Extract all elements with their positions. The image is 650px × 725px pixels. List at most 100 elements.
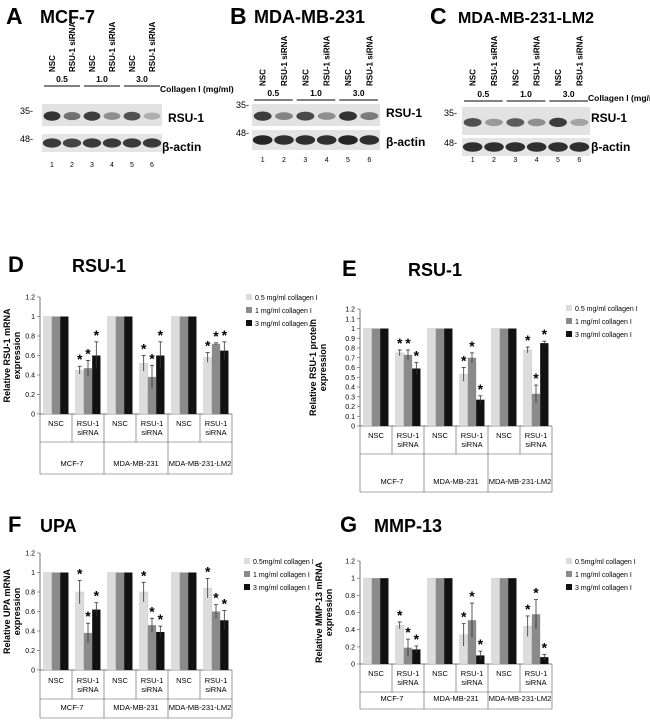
panel-e-title: RSU-1 [408,260,462,280]
panel-a-mw-bottom: 48- [20,134,33,144]
significance-star: * [222,327,228,343]
concentration-label: 1.0 [310,88,322,98]
group-label: MDA-MB-231 [113,459,158,468]
chart-f: 0 0.2 0.4 0.6 0.8 1 1.2 Relative UPA mRNA expres… [2,551,314,719]
bar [531,614,541,664]
legend-label: 1 mg/ml collagen I [255,308,312,315]
significance-star: * [149,603,155,619]
y-tick-label: 0.9 [345,336,355,343]
lane-number: 4 [535,157,539,164]
y-tick-label: 1.2 [345,559,355,566]
panel-b-mw-bottom: 48- [236,128,249,138]
panel-c: C MDA-MB-231-LM2 35- 48- RSU-1 β-actin [430,3,630,154]
rsu1-band [317,112,336,120]
bar [499,328,509,426]
lane-number: 3 [303,157,307,164]
bar [156,355,165,414]
bar [139,591,149,671]
concentration-label: 1.0 [96,74,108,84]
category-label: siRNA [141,685,162,694]
significance-star: * [461,609,467,625]
category-label: RSU-1 [397,669,420,678]
significance-star: * [222,596,228,612]
lane-header: NSC [301,69,310,86]
lane-header: NSC [48,55,57,72]
legend-label: 0.5 mg/ml collagen I [575,306,638,313]
bar [467,620,477,664]
chart-g: 0 0.2 0.4 0.6 0.8 1 1.2 Relative MMP-13 mRNA exp… [314,558,636,710]
bar [363,328,373,427]
category-label: RSU-1 [205,676,228,685]
bar [395,625,405,665]
rsu1-blot [42,104,162,126]
bar [171,572,181,671]
bar [51,572,61,670]
panel-a-letter: A [6,3,23,29]
bar [188,316,197,414]
significance-star: * [414,631,420,647]
rsu1-band [296,111,315,121]
bar [124,572,133,670]
lane-number: 6 [150,162,154,169]
y-tick-label: 0.6 [345,365,355,372]
significance-star: * [397,335,403,351]
rsu1-band [339,111,357,121]
lane-header: RSU-1 siRNA [575,36,584,86]
category-label: RSU-1 [525,431,548,440]
rsu1-band [253,111,272,121]
legend-label: 0.5mg/ml collagen I [575,559,636,566]
y-tick-label: 1.1 [345,316,355,323]
bar [380,578,389,664]
significance-star: * [94,588,100,604]
significance-star: * [77,565,83,581]
lane-number: 4 [110,162,114,169]
y-tick-label: 0.4 [345,627,355,634]
y-axis-label-2: expression [12,588,22,636]
bar [92,355,101,414]
significance-star: * [85,608,91,624]
group-label: MCF-7 [381,477,404,486]
bar [203,587,213,671]
lane-number: 6 [577,157,581,164]
concentration-label: 0.5 [267,88,279,98]
panel-c-actin-label: β-actin [591,140,630,154]
category-label: RSU-1 [77,676,100,685]
bar [403,354,413,426]
bar [43,316,53,415]
lane-number: 4 [325,157,329,164]
y-tick-label: 0 [31,412,35,419]
blot-b: NSC RSU-1 siRNA NSC RSU-1 siRNA NSC RSU-1 siR… [252,36,380,164]
lane-number: 3 [513,157,517,164]
rsu1-band [43,111,61,121]
legend-swatch [246,294,252,300]
lane-number: 1 [471,157,475,164]
legend-label: 0.5 mg/ml collagen I [255,295,318,302]
bar [115,572,125,670]
significance-star: * [542,326,548,342]
category-label: NSC [112,676,128,685]
y-tick-label: 0.6 [345,610,355,617]
blot-c: NSC RSU-1 siRNA NSC RSU-1 siRNA NSC RSU-1 siR… [462,36,650,164]
y-axis-label: Relative MMP-13 mRNA [314,561,324,663]
actin-band [338,135,358,145]
panel-g-letter: G [340,512,357,537]
significance-star: * [533,370,539,386]
category-label: siRNA [205,685,226,694]
bar [220,350,229,414]
lane-header: NSC [128,55,137,72]
concentration-label: 1.0 [520,89,532,99]
panel-d-letter: D [8,252,24,277]
concentration-label: 0.5 [56,74,68,84]
y-tick-label: 0 [351,424,355,431]
panel-a-actin-label: β-actin [162,140,201,154]
panel-b-actin-label: β-actin [386,135,425,149]
concentration-label: 3.0 [353,88,365,98]
y-tick-label: 1.2 [25,295,35,302]
y-tick-label: 1 [31,314,35,321]
category-label: RSU-1 [77,419,100,428]
bar [467,357,477,426]
rsu1-band [123,111,141,121]
lane-number: 2 [70,162,74,169]
category-label: RSU-1 [397,431,420,440]
category-label: siRNA [525,678,546,687]
